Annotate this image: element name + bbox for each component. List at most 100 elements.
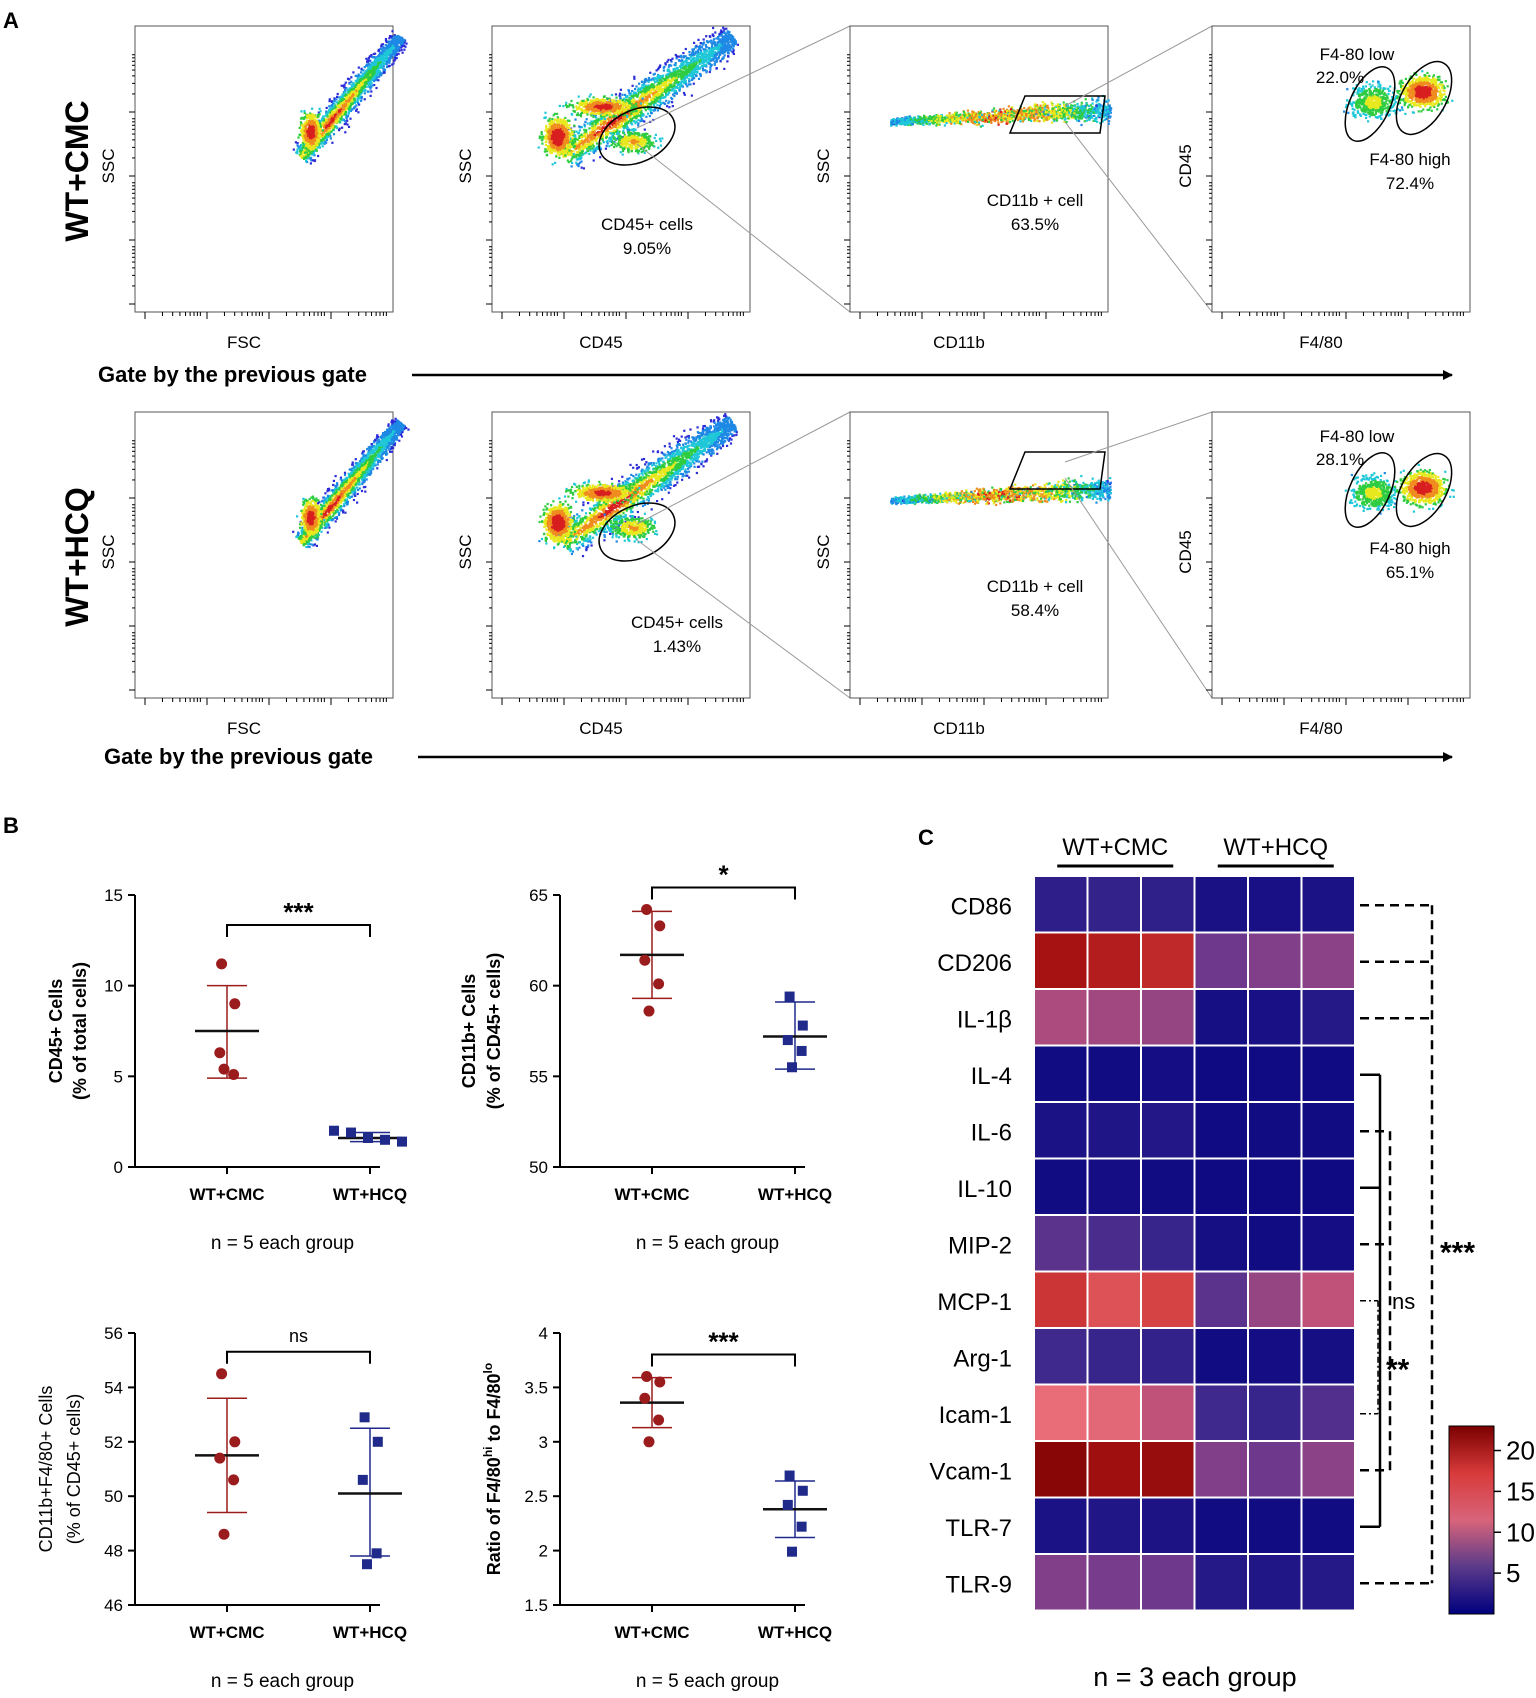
event-dot	[626, 95, 629, 98]
event-dot	[389, 57, 392, 60]
event-dot	[330, 106, 333, 109]
event-dot	[334, 113, 337, 116]
event-dot	[321, 133, 324, 136]
event-dot	[304, 121, 307, 124]
event-dot	[697, 77, 701, 80]
event-dot	[674, 67, 677, 70]
event-dot	[316, 139, 319, 142]
event-dot	[715, 44, 718, 47]
event-dot	[385, 49, 388, 52]
event-dot	[360, 97, 363, 100]
event-dot	[316, 138, 319, 141]
event-dot	[576, 138, 579, 141]
event-dot	[548, 149, 551, 152]
event-dot	[671, 73, 674, 76]
event-dot	[706, 40, 709, 43]
event-dot	[713, 42, 716, 45]
event-dot	[309, 151, 312, 154]
event-dot	[323, 133, 326, 136]
event-dot	[637, 93, 640, 96]
event-dot	[375, 71, 378, 74]
event-dot	[312, 115, 315, 119]
event-dot	[660, 79, 663, 82]
event-dot	[320, 129, 323, 132]
event-dot	[391, 30, 394, 33]
event-dot	[297, 136, 300, 139]
event-dot	[329, 137, 332, 140]
event-dot	[317, 130, 320, 133]
event-dot	[317, 134, 320, 137]
event-dot	[337, 129, 341, 132]
event-dot	[706, 61, 709, 64]
event-dot	[699, 48, 702, 51]
event-dot	[679, 54, 683, 57]
event-dot	[579, 142, 582, 145]
event-dot	[330, 118, 333, 121]
event-dot	[712, 52, 715, 55]
event-dot	[585, 138, 588, 141]
event-dot	[377, 79, 380, 82]
event-dot	[675, 85, 678, 88]
event-dot	[310, 126, 313, 129]
event-dot	[333, 102, 336, 105]
event-dot	[730, 36, 733, 39]
event-dot	[704, 69, 707, 72]
event-dot	[616, 121, 619, 124]
event-dot	[724, 47, 727, 50]
event-dot	[369, 70, 372, 73]
event-dot	[355, 108, 358, 111]
event-dot	[647, 76, 650, 80]
event-dot	[656, 104, 659, 107]
event-dot	[375, 69, 378, 73]
event-dot	[391, 46, 395, 49]
event-dot	[707, 46, 711, 50]
event-dot	[357, 66, 360, 69]
event-dot	[356, 77, 359, 80]
event-dot	[377, 70, 380, 73]
event-dot	[691, 59, 694, 62]
event-dot	[328, 118, 331, 121]
event-dot	[345, 97, 348, 100]
event-dot	[349, 89, 352, 92]
event-dot	[714, 31, 717, 34]
event-dot	[644, 87, 647, 91]
event-dot	[326, 136, 329, 139]
event-dot	[585, 118, 588, 121]
event-dot	[652, 73, 655, 76]
event-dot	[389, 43, 392, 46]
event-dot	[381, 59, 384, 62]
event-dot	[677, 76, 680, 79]
event-dot	[322, 130, 325, 133]
event-dot	[653, 72, 656, 75]
event-dot	[300, 124, 303, 127]
event-dot	[638, 109, 641, 112]
event-dot	[356, 95, 359, 98]
event-dot	[353, 101, 356, 104]
y-axis-label: SSC	[99, 149, 118, 184]
event-dot	[311, 153, 314, 156]
event-dot	[722, 26, 725, 29]
event-dot	[629, 92, 633, 95]
event-dot	[333, 114, 336, 117]
event-dot	[390, 48, 393, 51]
event-dot	[673, 82, 676, 85]
event-dot	[327, 130, 330, 133]
event-dot	[712, 59, 715, 62]
event-dot	[690, 55, 693, 58]
event-dot	[339, 117, 342, 121]
event-dot	[310, 159, 313, 162]
event-dot	[692, 48, 695, 51]
event-dot	[681, 61, 684, 64]
event-dot	[331, 125, 335, 128]
event-dot	[295, 151, 298, 154]
event-dot	[704, 50, 708, 53]
event-dot	[379, 73, 382, 76]
event-dot	[299, 121, 302, 124]
event-dot	[373, 79, 376, 83]
event-dot	[374, 62, 377, 66]
event-dot	[335, 109, 338, 112]
event-dot	[319, 110, 322, 113]
group-label: WT+CMC	[59, 100, 95, 241]
event-dot	[667, 102, 670, 105]
event-dot	[548, 117, 551, 120]
